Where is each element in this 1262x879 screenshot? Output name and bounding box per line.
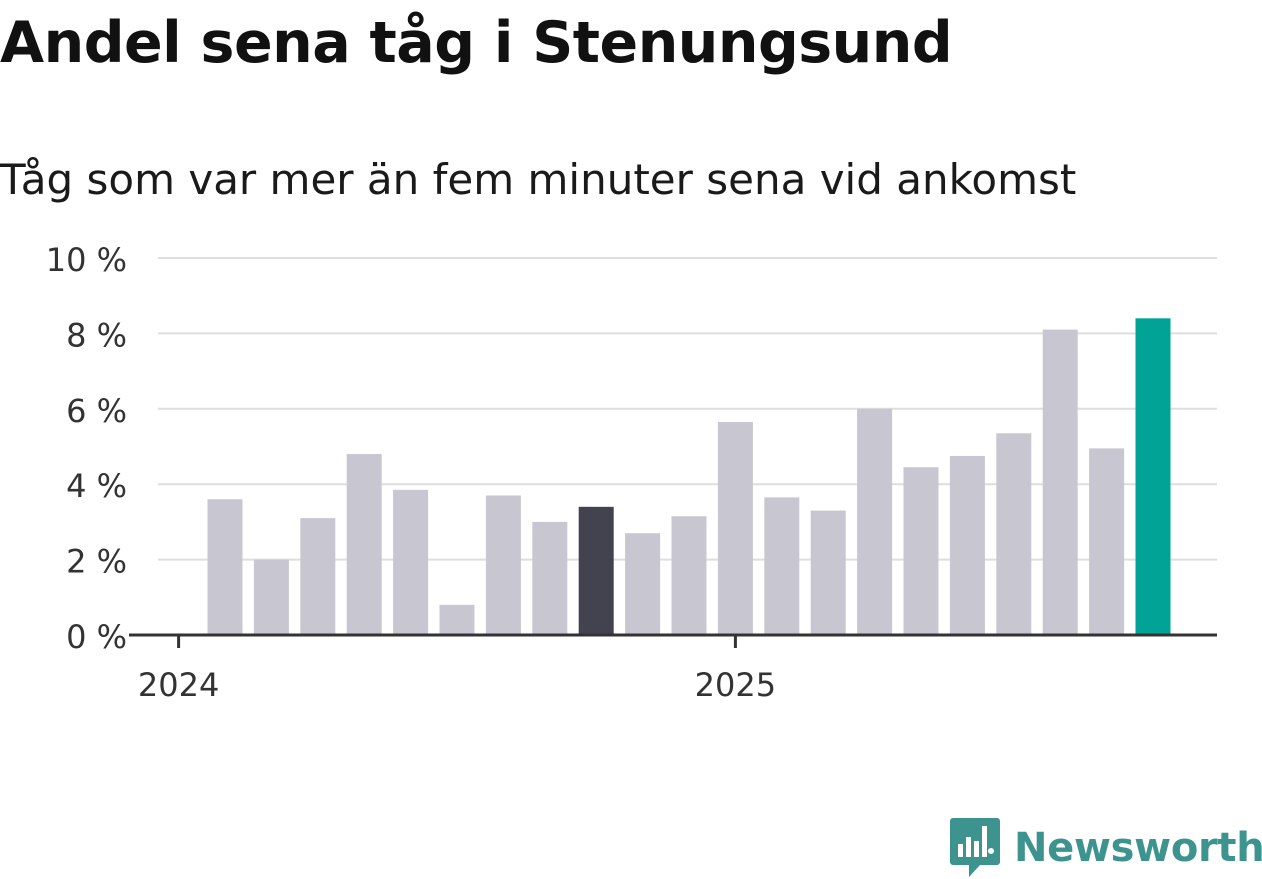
bar-2024-01 <box>207 499 243 635</box>
chart-title: Andel sena tåg i Stenungsund <box>0 10 953 76</box>
bar-2024-12 <box>717 421 753 635</box>
y-tick-label: 10 % <box>46 241 127 279</box>
bar-2025-01 <box>764 497 800 635</box>
bar-2024-04 <box>346 454 382 635</box>
y-tick-label: 6 % <box>66 392 127 430</box>
bar-2025-07 <box>1042 329 1078 635</box>
brand-name: Newsworthy <box>1014 825 1262 871</box>
axes <box>129 633 1217 648</box>
y-tick-label: 0 % <box>66 618 127 656</box>
newsworthy-logo-icon <box>950 818 1000 877</box>
bar-2024-08 <box>532 521 568 635</box>
x-tick-label: 2024 <box>138 666 219 704</box>
bar-2025-04 <box>903 467 939 635</box>
bars <box>207 318 1171 635</box>
y-tick-label: 8 % <box>66 316 127 354</box>
bar-2024-09 <box>578 506 614 635</box>
bar-2024-03 <box>300 518 336 635</box>
bar-2025-08 <box>1089 448 1125 635</box>
bar-2024-07 <box>485 495 521 635</box>
chart-subtitle: Tåg som var mer än fem minuter sena vid … <box>0 155 1077 204</box>
bar-2025-03 <box>857 408 893 635</box>
bar-2025-09 <box>1135 318 1171 635</box>
y-tick-label: 4 % <box>66 467 127 505</box>
bar-2024-10 <box>625 533 661 635</box>
bar-2025-06 <box>996 433 1032 635</box>
bar-2024-05 <box>393 489 429 635</box>
bar-2024-06 <box>439 604 475 635</box>
bar-2024-02 <box>253 559 289 635</box>
bar-2025-02 <box>810 510 846 635</box>
newsworthy-logo: Newsworthy <box>950 818 1262 878</box>
y-tick-label: 2 % <box>66 543 127 581</box>
bar-2025-05 <box>949 455 985 635</box>
bar-2024-11 <box>671 516 707 635</box>
x-tick-label: 2025 <box>695 666 776 704</box>
tick-labels: 0 % 2 % 4 % 6 % 8 % 10 % 2024 2025 <box>46 241 776 704</box>
